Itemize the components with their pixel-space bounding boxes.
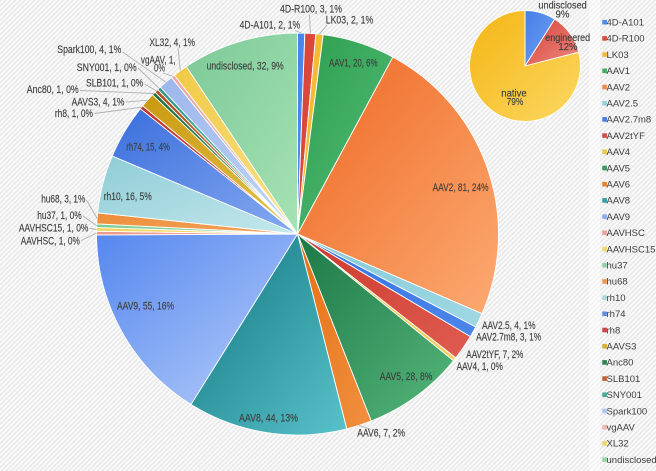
svg-text:undisclosed: undisclosed [538,1,587,12]
svg-text:AAV2.5, 4, 1%: AAV2.5, 4, 1% [482,320,536,332]
svg-text:rh8: rh8 [607,325,621,336]
svg-text:AAV8: AAV8 [607,196,631,207]
svg-text:AAV2.7m8, 3, 1%: AAV2.7m8, 3, 1% [476,332,541,344]
svg-text:Anc80, 1, 0%: Anc80, 1, 0% [27,84,79,96]
svg-text:12%: 12% [558,42,577,53]
svg-text:79%: 79% [507,97,524,108]
svg-text:SNY001: SNY001 [607,390,642,401]
svg-text:AAV8, 44, 13%: AAV8, 44, 13% [239,413,298,425]
svg-text:rh74, 15, 4%: rh74, 15, 4% [126,142,170,154]
svg-text:hu68, 3, 1%: hu68, 3, 1% [41,193,85,205]
svg-text:Spark100, 4, 1%: Spark100, 4, 1% [57,44,121,56]
svg-text:SLB101, 1, 0%: SLB101, 1, 0% [86,78,143,90]
svg-text:AAVHSC, 1, 0%: AAVHSC, 1, 0% [21,235,80,247]
svg-text:Spark100: Spark100 [607,406,648,417]
svg-text:SLB101: SLB101 [607,374,641,385]
svg-text:rh8, 1, 0%: rh8, 1, 0% [55,108,93,120]
svg-text:AAVHSC: AAVHSC [607,228,646,239]
svg-text:hu37, 1, 0%: hu37, 1, 0% [37,210,81,222]
svg-text:AAV4, 1, 0%: AAV4, 1, 0% [457,361,503,373]
svg-text:AAVHSC15: AAVHSC15 [607,244,656,255]
svg-text:AAV2.7m8: AAV2.7m8 [607,115,652,126]
svg-text:4D-R100: 4D-R100 [607,34,645,45]
svg-text:undisclosed, 32, 9%: undisclosed, 32, 9% [207,60,284,72]
svg-text:AAV6, 7, 2%: AAV6, 7, 2% [357,428,405,440]
svg-text:LK03, 2, 1%: LK03, 2, 1% [326,14,373,26]
svg-text:AAV2: AAV2 [607,82,631,93]
svg-text:AAV4: AAV4 [607,147,631,158]
svg-text:Anc80: Anc80 [607,358,634,369]
svg-text:AAV2tYF, 7, 2%: AAV2tYF, 7, 2% [466,349,523,361]
svg-text:4D-R100, 3, 1%: 4D-R100, 3, 1% [280,4,342,16]
svg-text:LK03: LK03 [607,50,629,61]
svg-text:native: native [501,89,527,100]
svg-text:9%: 9% [556,10,570,21]
svg-text:rh10: rh10 [607,293,626,304]
svg-text:4D-A101: 4D-A101 [607,18,645,29]
svg-text:AAV2, 81, 24%: AAV2, 81, 24% [433,182,489,194]
svg-text:rh74: rh74 [607,309,626,320]
svg-text:rh10, 16, 5%: rh10, 16, 5% [104,191,152,203]
svg-text:AAV2tYF: AAV2tYF [607,131,646,142]
svg-text:hu68: hu68 [607,277,628,288]
svg-text:AAV5: AAV5 [607,163,631,174]
svg-text:hu37: hu37 [607,261,628,272]
svg-text:AAV5, 28, 8%: AAV5, 28, 8% [380,371,433,383]
svg-text:engineered: engineered [545,33,590,44]
svg-text:XL32, 4, 1%: XL32, 4, 1% [149,37,195,49]
svg-text:undisclosed: undisclosed [607,455,656,466]
svg-text:SNY001, 1, 0%: SNY001, 1, 0% [77,62,137,74]
svg-text:AAVS3, 4, 1%: AAVS3, 4, 1% [72,97,125,109]
svg-text:AAV1: AAV1 [607,66,631,77]
svg-text:AAV9, 55, 16%: AAV9, 55, 16% [117,300,174,312]
svg-text:vgAAV: vgAAV [607,423,636,434]
svg-text:AAV9: AAV9 [607,212,631,223]
svg-text:XL32: XL32 [607,439,629,450]
svg-text:0%: 0% [154,63,165,75]
svg-text:AAV1, 20, 6%: AAV1, 20, 6% [329,57,378,69]
svg-text:AAVHSC15, 1, 0%: AAVHSC15, 1, 0% [19,223,89,235]
svg-text:AAV6: AAV6 [607,180,631,191]
svg-text:AAVS3: AAVS3 [607,342,637,353]
svg-text:AAV2.5: AAV2.5 [607,99,639,110]
svg-text:vgAAV, 1,: vgAAV, 1, [141,55,176,67]
svg-text:4D-A101, 2, 1%: 4D-A101, 2, 1% [240,20,301,32]
